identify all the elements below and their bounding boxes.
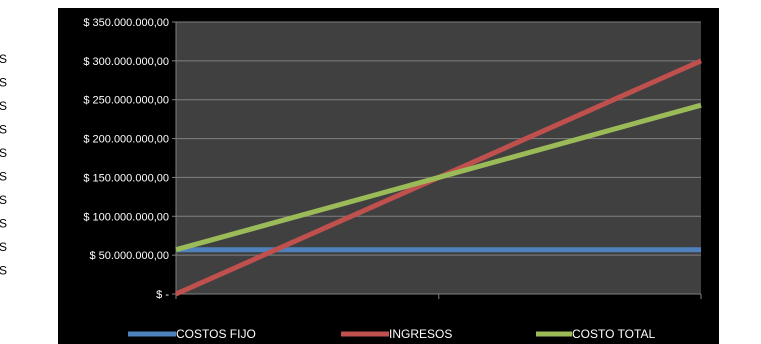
left-edge-text: S [0,240,7,254]
legend-label: COSTO TOTAL [572,327,655,341]
left-edge-text: S [0,99,7,113]
x-tick-label: 0 [173,309,180,323]
y-tick-label: $ 200.000.000,00 [83,134,169,146]
series-line-costo-total [175,102,702,253]
y-tick-label: $ 50.000.000,00 [89,250,169,262]
left-edge-text: S [0,123,7,137]
y-tick-label: $ 350.000.000,00 [83,17,169,29]
plot-area [176,22,701,294]
left-edge-text: S [0,76,7,90]
x-tick-label: 5,01 [427,309,451,323]
x-tick-label: 10,01 [686,309,716,323]
left-edge-text: S [0,146,7,160]
y-tick-label: $ 150.000.000,00 [83,172,169,184]
left-edge-text: S [0,264,7,278]
y-tick-label: $ 250.000.000,00 [83,95,169,107]
legend-label: INGRESOS [389,327,452,341]
left-edge-text: S [0,52,7,66]
y-tick-label: $ 100.000.000,00 [83,211,169,223]
left-edge-text: S [0,170,7,184]
y-tick-label: $ 300.000.000,00 [83,56,169,68]
legend-label: COSTOS FIJO [176,327,256,341]
left-edge-text: S [0,217,7,231]
y-tick-label: $ - [156,289,169,301]
left-edge-text: S [0,193,7,207]
